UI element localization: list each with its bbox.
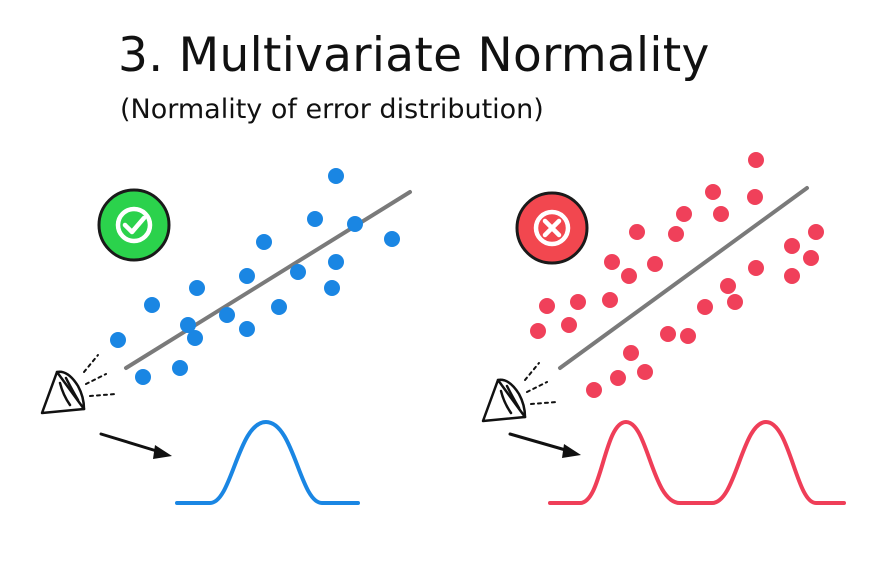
data-point bbox=[328, 168, 344, 184]
data-point bbox=[586, 382, 602, 398]
scatter-points-good bbox=[110, 168, 400, 385]
data-point bbox=[347, 216, 363, 232]
panel-good bbox=[40, 168, 412, 505]
data-point bbox=[705, 184, 721, 200]
data-point bbox=[256, 234, 272, 250]
data-point bbox=[629, 224, 645, 240]
data-point bbox=[748, 260, 764, 276]
data-point bbox=[328, 254, 344, 270]
data-point bbox=[144, 297, 160, 313]
checkmark-badge bbox=[97, 188, 171, 262]
data-point bbox=[660, 326, 676, 342]
data-point bbox=[784, 268, 800, 284]
data-point bbox=[637, 364, 653, 380]
data-point bbox=[189, 280, 205, 296]
data-point bbox=[239, 268, 255, 284]
data-point bbox=[324, 280, 340, 296]
cross-icon bbox=[542, 218, 562, 238]
cross-icon-ring bbox=[533, 209, 571, 247]
error-distribution-curve-unimodal bbox=[175, 419, 360, 505]
data-point bbox=[668, 226, 684, 242]
data-point bbox=[187, 330, 203, 346]
data-point bbox=[307, 211, 323, 227]
arrow-right-icon bbox=[99, 432, 172, 459]
checkmark-icon bbox=[122, 215, 147, 235]
data-point bbox=[604, 254, 620, 270]
data-point bbox=[808, 224, 824, 240]
data-point bbox=[747, 189, 763, 205]
data-point bbox=[623, 345, 639, 361]
data-point bbox=[621, 268, 637, 284]
data-point bbox=[239, 321, 255, 337]
data-point bbox=[290, 264, 306, 280]
arrow-right-icon bbox=[508, 432, 581, 458]
checkmark-icon-ring bbox=[115, 206, 153, 244]
data-point bbox=[676, 206, 692, 222]
eye-icon bbox=[40, 354, 117, 415]
data-point bbox=[680, 328, 696, 344]
data-point bbox=[610, 370, 626, 386]
data-point bbox=[748, 152, 764, 168]
cross-badge bbox=[515, 191, 589, 265]
data-point bbox=[384, 231, 400, 247]
data-point bbox=[530, 323, 546, 339]
data-point bbox=[135, 369, 151, 385]
page-title: 3. Multivariate Normality bbox=[118, 28, 710, 83]
data-point bbox=[561, 317, 577, 333]
data-point bbox=[727, 294, 743, 310]
data-point bbox=[180, 317, 196, 333]
data-point bbox=[803, 250, 819, 266]
data-point bbox=[647, 256, 663, 272]
data-point bbox=[784, 238, 800, 254]
error-distribution-curve-bimodal bbox=[548, 419, 846, 505]
data-point bbox=[110, 332, 126, 348]
data-point bbox=[271, 299, 287, 315]
eye-icon bbox=[481, 362, 558, 423]
regression-line-good bbox=[124, 190, 412, 370]
data-point bbox=[697, 299, 713, 315]
scatter-points-bad bbox=[530, 152, 824, 398]
data-point bbox=[539, 298, 555, 314]
data-point bbox=[713, 206, 729, 222]
panel-bad bbox=[481, 152, 846, 505]
checkmark-badge-circle bbox=[97, 188, 171, 262]
data-point bbox=[570, 294, 586, 310]
data-point bbox=[219, 307, 235, 323]
data-point bbox=[720, 278, 736, 294]
data-point bbox=[172, 360, 188, 376]
page-subtitle: (Normality of error distribution) bbox=[120, 94, 544, 125]
regression-line-bad bbox=[558, 186, 809, 370]
data-point bbox=[602, 292, 618, 308]
